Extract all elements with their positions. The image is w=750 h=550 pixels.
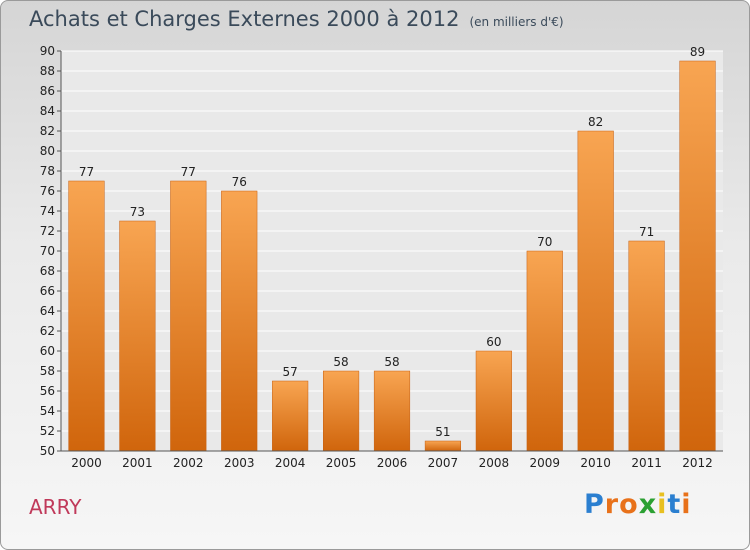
- logo-letter: t: [667, 489, 682, 520]
- y-tick-label: 66: [40, 284, 55, 298]
- logo-letter: P: [584, 489, 605, 520]
- y-tick-label: 86: [40, 84, 55, 98]
- value-label-2003: 76: [232, 175, 247, 189]
- y-tick-label: 52: [40, 424, 55, 438]
- x-tick-label-2009: 2009: [529, 456, 560, 470]
- y-tick-label: 80: [40, 144, 55, 158]
- x-tick-label-2011: 2011: [631, 456, 662, 470]
- value-label-2005: 58: [333, 355, 348, 369]
- y-tick-label: 90: [40, 44, 55, 58]
- y-tick-label: 50: [40, 444, 55, 458]
- bar-2001: [119, 220, 156, 452]
- x-tick-label-2006: 2006: [377, 456, 408, 470]
- chart-title-text: Achats et Charges Externes 2000 à 2012: [29, 7, 460, 31]
- x-tick-label-2012: 2012: [682, 456, 713, 470]
- logo-letter: o: [619, 489, 639, 520]
- bar-2007: [424, 440, 461, 452]
- x-tick-label-2004: 2004: [275, 456, 306, 470]
- logo-letter: x: [638, 489, 658, 520]
- x-tick-label-2007: 2007: [428, 456, 459, 470]
- value-label-2004: 57: [283, 365, 298, 379]
- y-tick-label: 74: [40, 204, 55, 218]
- y-tick-label: 54: [40, 404, 55, 418]
- x-tick-label-2010: 2010: [580, 456, 611, 470]
- y-tick-label: 62: [40, 324, 55, 338]
- value-label-2012: 89: [690, 45, 705, 59]
- logo-letter: i: [657, 489, 668, 520]
- value-label-2009: 70: [537, 235, 552, 249]
- y-tick-label: 60: [40, 344, 55, 358]
- y-tick-label: 70: [40, 244, 55, 258]
- y-tick-label: 78: [40, 164, 55, 178]
- logo-letter: r: [604, 489, 620, 520]
- x-tick-label-2003: 2003: [224, 456, 255, 470]
- bar-2011: [628, 240, 665, 452]
- y-tick-label: 84: [40, 104, 55, 118]
- bar-2004: [272, 380, 309, 452]
- x-tick-label-2002: 2002: [173, 456, 204, 470]
- bar-2008: [475, 350, 512, 452]
- x-tick-label-2001: 2001: [122, 456, 153, 470]
- y-tick-label: 68: [40, 264, 55, 278]
- y-tick-label: 72: [40, 224, 55, 238]
- value-label-2000: 77: [79, 165, 94, 179]
- chart-subtitle: (en milliers d'€): [469, 15, 564, 29]
- chart-title: Achats et Charges Externes 2000 à 2012 (e…: [29, 7, 564, 31]
- logo-letter: i: [681, 489, 692, 520]
- value-label-2002: 77: [181, 165, 196, 179]
- y-tick-label: 64: [40, 304, 55, 318]
- y-tick-label: 88: [40, 64, 55, 78]
- x-tick-label-2008: 2008: [479, 456, 510, 470]
- commune-name: ARRY: [29, 495, 82, 519]
- value-label-2006: 58: [384, 355, 399, 369]
- bar-2012: [679, 60, 716, 452]
- bar-2005: [323, 370, 360, 452]
- proxiti-logo: Proxiti: [584, 489, 692, 520]
- value-label-2001: 73: [130, 205, 145, 219]
- bar-2009: [526, 250, 563, 452]
- y-tick-label: 56: [40, 384, 55, 398]
- bar-2003: [221, 190, 258, 452]
- x-axis: 2000 2001 2002 2003 2004 2005 2006 2007 2008 2009…: [61, 450, 723, 470]
- y-tick-label: 58: [40, 364, 55, 378]
- x-tick-label-2000: 2000: [71, 456, 102, 470]
- bar-2006: [373, 370, 411, 452]
- y-tick-label: 82: [40, 124, 55, 138]
- bar-2002: [170, 180, 207, 452]
- value-label-2007: 51: [435, 425, 450, 439]
- value-label-2011: 71: [639, 225, 654, 239]
- y-tick-label: 76: [40, 184, 55, 198]
- value-label-2010: 82: [588, 115, 603, 129]
- y-axis: 50 52 54 56 58 60 62 64 66 68 70 72 74 76 78 80 82 84 86 88…: [40, 44, 62, 458]
- bar-2010: [577, 130, 614, 452]
- bar-2000: [68, 180, 105, 452]
- x-tick-label-2005: 2005: [326, 456, 357, 470]
- value-label-2008: 60: [486, 335, 501, 349]
- bars: 77 73 77 76 57 58 58 51 60 70 82 71 89: [68, 45, 716, 452]
